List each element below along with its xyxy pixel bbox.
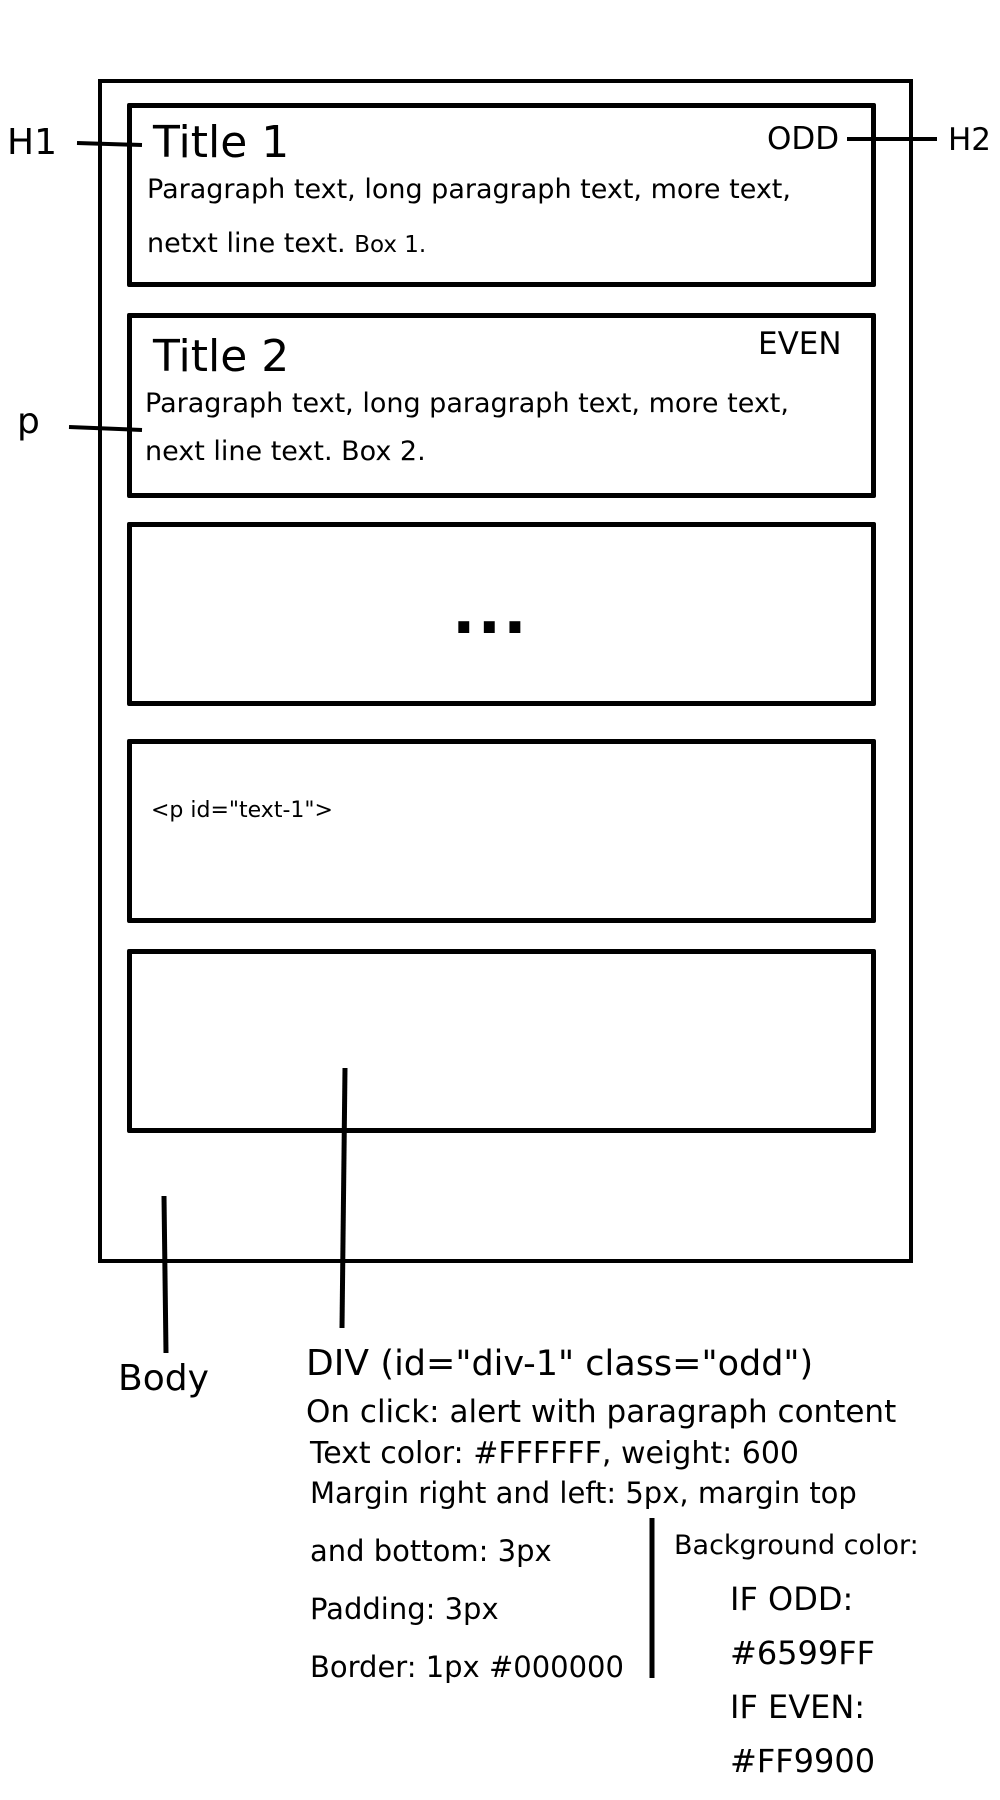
box-2-paragraph-line-1: Paragraph text, long paragraph text, mor…: [145, 388, 789, 419]
box-4-code-text: <p id="text-1">: [151, 798, 333, 823]
spec-line-margin: Margin right and left: 5px, margin top: [310, 1476, 857, 1510]
box-3-ellipsis: ...: [452, 575, 529, 648]
callout-h1: H1: [7, 122, 57, 163]
p-leader-line: [68, 425, 143, 432]
spec-line-text-color: Text color: #FFFFFF, weight: 600: [310, 1436, 799, 1471]
box-3: [127, 522, 876, 706]
bg-odd-label: IF ODD:: [730, 1580, 854, 1618]
box-1-paragraph-small: Box 1.: [354, 232, 427, 258]
div-label: DIV: [306, 1343, 369, 1384]
box-1-title: Title 1: [153, 117, 290, 168]
bg-even-label: IF EVEN:: [730, 1688, 866, 1726]
body-frame: [98, 79, 913, 1263]
bg-even-color: #FF9900: [730, 1742, 876, 1780]
box-1-paragraph-text: netxt line text.: [147, 228, 346, 259]
box-1-corner-label: ODD: [767, 121, 840, 157]
callout-p: p: [17, 401, 40, 442]
div-leader-line: [339, 1067, 348, 1329]
div-spec-heading: DIV (id="div-1" class="odd"): [306, 1343, 813, 1384]
box-4: [127, 739, 876, 923]
box-5: [127, 949, 876, 1133]
box-2-corner-label: EVEN: [758, 326, 842, 362]
spec-line-margin-continued: and bottom: 3px: [310, 1534, 552, 1568]
box-2: [127, 313, 876, 498]
box-1: [127, 103, 876, 287]
bg-color-label: Background color:: [674, 1530, 919, 1561]
box-2-title: Title 2: [153, 331, 290, 382]
body-leader-line: [161, 1195, 169, 1354]
spec-line-border: Border: 1px #000000: [310, 1650, 624, 1684]
div-attributes: (id="div-1" class="odd"): [380, 1344, 814, 1384]
spec-line-padding: Padding: 3px: [310, 1592, 499, 1626]
box-1-paragraph-line-2: netxt line text. Box 1.: [147, 228, 426, 259]
box-2-paragraph-line-2: next line text. Box 2.: [145, 436, 426, 467]
box-1-paragraph-line-1: Paragraph text, long paragraph text, mor…: [147, 174, 791, 205]
callout-h2: H2: [948, 122, 992, 158]
spec-line-onclick: On click: alert with paragraph content: [306, 1394, 897, 1430]
callout-body: Body: [118, 1358, 209, 1399]
h1-leader-line: [76, 141, 143, 147]
bg-odd-color: #6599FF: [730, 1634, 876, 1672]
